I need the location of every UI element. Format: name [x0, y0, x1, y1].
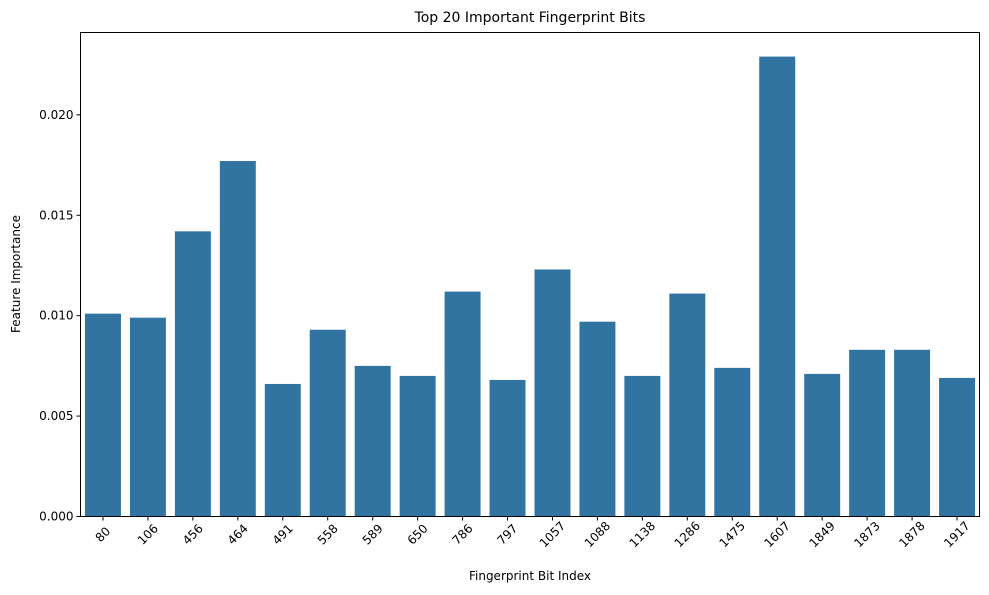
x-tick-label: 1286 [672, 519, 703, 550]
x-tick-label: 1475 [717, 519, 748, 550]
bar-1088 [579, 321, 616, 517]
bar-1057 [534, 269, 571, 517]
bar-786 [444, 291, 481, 517]
bar-650 [399, 375, 436, 517]
x-tick-label: 1088 [582, 519, 613, 550]
bar-106 [129, 317, 166, 517]
y-tick-label: 0.005 [39, 409, 73, 423]
bar-1917 [939, 377, 976, 517]
bar-491 [264, 383, 301, 517]
x-tick-label: 589 [360, 521, 386, 547]
x-tick-label: 1607 [761, 519, 792, 550]
x-tick-label: 558 [315, 521, 341, 547]
y-tick-label: 0.020 [39, 108, 73, 122]
x-tick-label: 1138 [627, 519, 658, 550]
x-tick-label: 1917 [941, 519, 972, 550]
x-tick-label: 1057 [537, 519, 568, 550]
y-tick-label: 0.010 [39, 309, 73, 323]
bar-797 [489, 379, 526, 517]
bar-80 [84, 313, 121, 517]
x-tick-label: 1849 [806, 519, 837, 550]
bar-1475 [714, 367, 751, 517]
x-tick-label: 80 [93, 524, 114, 545]
x-tick-label: 491 [270, 521, 296, 547]
x-tick-label: 464 [225, 521, 251, 547]
x-tick-label: 456 [180, 521, 206, 547]
x-tick-label: 106 [135, 521, 161, 547]
bar-1849 [804, 373, 841, 517]
bar-464 [219, 161, 256, 517]
y-axis-label: Feature Importance [9, 215, 23, 333]
chart-title: Top 20 Important Fingerprint Bits [414, 10, 646, 26]
bar-456 [174, 231, 211, 517]
plot-frame [80, 32, 980, 517]
x-tick-label: 650 [405, 521, 431, 547]
bar-1873 [849, 349, 886, 517]
bar-558 [309, 329, 346, 517]
y-tick-label: 0.000 [39, 510, 73, 524]
x-tick-label: 797 [494, 521, 520, 547]
y-tick-label: 0.015 [39, 208, 73, 222]
x-tick-label: 1878 [896, 519, 927, 550]
bar-1878 [894, 349, 931, 517]
x-tick-label: 786 [450, 521, 476, 547]
bar-1607 [759, 56, 796, 517]
bar-1138 [624, 375, 661, 517]
x-tick-label: 1873 [851, 519, 882, 550]
x-axis-label: Fingerprint Bit Index [469, 569, 591, 583]
bar-1286 [669, 293, 706, 517]
bar-589 [354, 365, 391, 517]
